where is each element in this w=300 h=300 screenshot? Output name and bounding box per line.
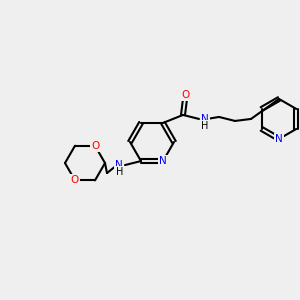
Text: O: O <box>91 141 99 151</box>
Text: N: N <box>159 156 167 166</box>
Text: O: O <box>71 176 79 185</box>
Text: N: N <box>201 114 209 124</box>
Text: N: N <box>275 134 283 144</box>
Text: O: O <box>181 90 189 100</box>
Text: H: H <box>116 167 123 177</box>
Text: N: N <box>115 160 123 170</box>
Text: H: H <box>201 121 208 131</box>
